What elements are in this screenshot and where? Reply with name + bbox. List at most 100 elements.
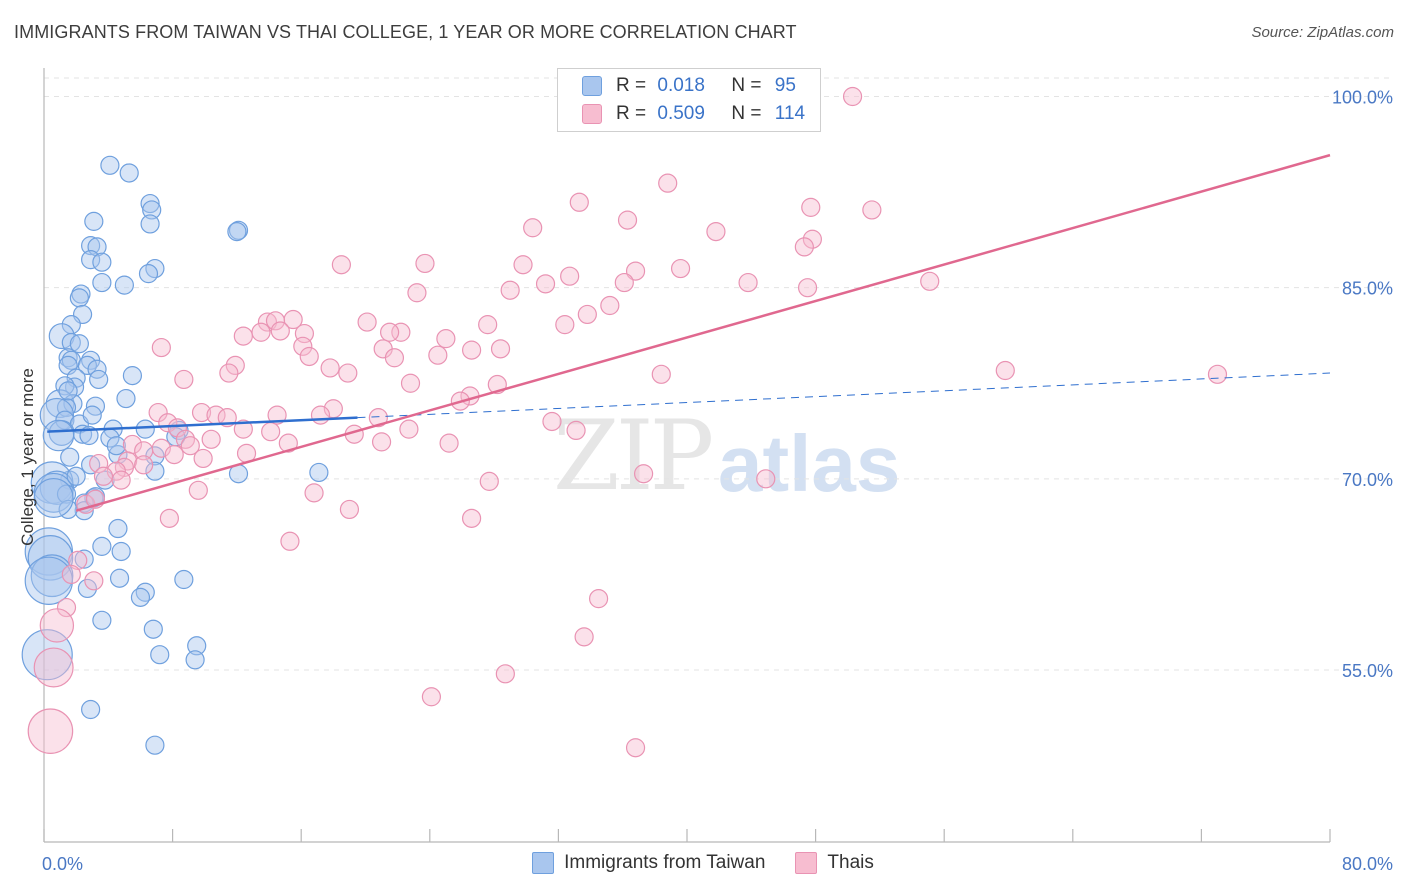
thai-point xyxy=(89,453,109,474)
legend-row-thai: R = 0.509 N = 114 xyxy=(582,102,805,126)
y-tick-label: 70.0% xyxy=(1342,470,1393,490)
legend-row-taiwan: R = 0.018 N = 95 xyxy=(582,74,796,98)
taiwan-point xyxy=(138,264,159,284)
thai-point xyxy=(542,411,562,432)
legend-swatch-taiwan xyxy=(532,852,555,874)
thai-point xyxy=(574,627,594,647)
taiwan-point xyxy=(81,250,101,270)
thai-point xyxy=(415,253,435,274)
thai-point xyxy=(600,295,620,316)
taiwan-point xyxy=(185,650,205,670)
taiwan-point xyxy=(122,366,143,386)
thai-point xyxy=(368,408,388,428)
thai-point xyxy=(479,471,499,491)
legend-n-label: N = xyxy=(731,103,762,124)
thai-point xyxy=(338,363,358,383)
legend-r-value: 0.509 xyxy=(657,103,705,124)
taiwan-point xyxy=(33,477,74,518)
thai-point xyxy=(461,340,482,360)
thai-point xyxy=(995,360,1015,381)
taiwan-point xyxy=(81,699,101,720)
series-taiwan-points xyxy=(21,155,329,755)
thai-point xyxy=(633,464,654,484)
y-tick-label: 55.0% xyxy=(1342,661,1393,681)
thai-point xyxy=(304,483,324,503)
taiwan-point xyxy=(109,568,130,588)
thai-point xyxy=(188,480,208,500)
thai-point xyxy=(569,192,589,212)
thai-point xyxy=(320,358,340,378)
tick-labels: 100.0% 85.0% 70.0% 55.0% 0.0% 80.0% xyxy=(42,88,1393,875)
thai-point xyxy=(93,466,114,486)
thai-point xyxy=(560,266,580,286)
thai-point xyxy=(651,364,671,384)
taiwan-point xyxy=(58,348,78,368)
axes xyxy=(43,68,1331,843)
legend-item-taiwan: Immigrants from Taiwan xyxy=(532,852,765,874)
thai-point xyxy=(151,337,171,358)
y-tick-label: 85.0% xyxy=(1342,279,1393,299)
series-legend: Immigrants from Taiwan Thais xyxy=(0,852,1406,874)
taiwan-point xyxy=(187,636,207,656)
thai-point xyxy=(293,336,313,356)
taiwan-point xyxy=(145,258,165,279)
taiwan-point xyxy=(58,381,78,401)
trend-lines xyxy=(47,153,1331,512)
thai-point xyxy=(33,647,74,688)
thai-point xyxy=(400,373,421,393)
taiwan-point xyxy=(174,569,194,590)
legend-r-label: R = xyxy=(616,103,647,124)
thai-point xyxy=(523,218,543,238)
thai-point xyxy=(134,455,154,475)
taiwan-point xyxy=(111,541,131,562)
taiwan-point xyxy=(69,334,89,354)
thai-point xyxy=(407,283,427,303)
thai-point xyxy=(756,469,776,489)
taiwan-point xyxy=(145,735,165,755)
legend-n-value: 114 xyxy=(774,103,806,124)
taiwan-point xyxy=(100,155,120,175)
thai-point xyxy=(299,346,319,367)
taiwan-point xyxy=(140,193,160,214)
legend-label-taiwan: Immigrants from Taiwan xyxy=(564,852,766,873)
thai-point xyxy=(577,304,597,325)
thai-point xyxy=(180,436,200,456)
thai-point xyxy=(267,405,287,425)
taiwan-point xyxy=(92,272,112,293)
legend-label-thai: Thais xyxy=(827,852,874,873)
taiwan-point xyxy=(66,466,86,486)
thai-point xyxy=(461,508,482,528)
y-tick-label: 100.0% xyxy=(1332,88,1393,108)
thai-point xyxy=(265,311,286,331)
thai-point xyxy=(310,405,331,425)
thai-point xyxy=(111,470,131,490)
thai-point xyxy=(588,589,609,609)
thai-point xyxy=(219,363,239,383)
thai-point xyxy=(61,564,81,585)
taiwan-point xyxy=(145,461,165,481)
thai-point xyxy=(270,321,290,341)
thai-point xyxy=(280,531,300,551)
taiwan-point xyxy=(30,554,74,598)
taiwan-point xyxy=(106,436,126,456)
thai-point xyxy=(193,448,213,469)
thai-point xyxy=(802,229,822,249)
thai-point xyxy=(670,258,691,279)
thai-point xyxy=(27,708,74,754)
thai-point xyxy=(513,255,533,275)
taiwan-point xyxy=(92,536,112,556)
thai-point xyxy=(251,322,271,342)
thai-point xyxy=(56,597,77,618)
thai-point xyxy=(68,550,88,570)
thai-point xyxy=(439,433,459,453)
taiwan-point xyxy=(77,355,98,376)
thai-point xyxy=(357,312,377,332)
thai-point xyxy=(535,274,556,294)
watermark-atlas: atlas xyxy=(718,419,901,508)
thai-point xyxy=(384,348,405,368)
thai-point xyxy=(495,664,515,684)
taiwan-point xyxy=(92,252,112,272)
thai-point xyxy=(436,329,456,349)
series-thai-points xyxy=(27,86,1228,758)
